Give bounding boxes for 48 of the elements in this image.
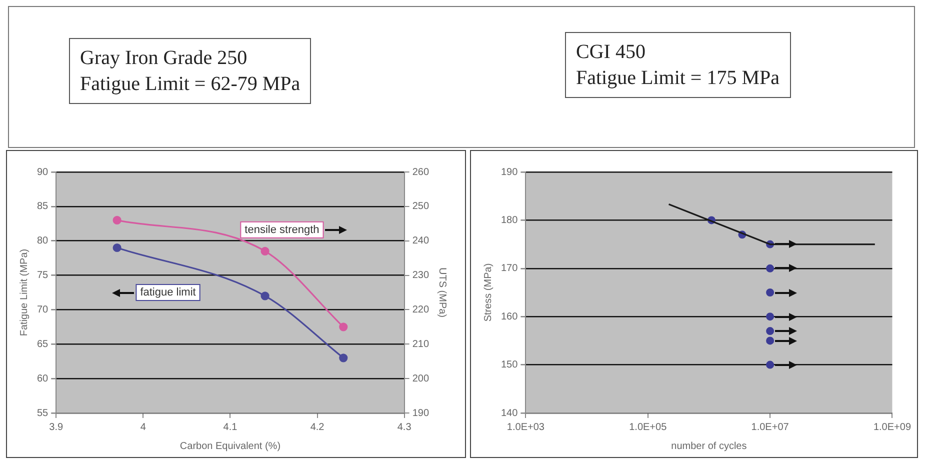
y-tick-label: 150	[500, 360, 518, 371]
x-tick-label: 4.1	[223, 422, 238, 433]
y2-axis-title: UTS (MPa)	[436, 268, 448, 318]
y-tick-label: 70	[37, 304, 49, 316]
y-tick-label: 65	[37, 338, 49, 350]
x-tick-label: 1.0E+09	[873, 422, 912, 433]
y-axis-title: Fatigue Limit (MPa)	[18, 248, 30, 336]
x-axis-title: number of cycles	[671, 440, 747, 452]
y-tick-label: 190	[500, 166, 518, 178]
y2-tick-label: 210	[412, 338, 430, 350]
y-tick-label: 55	[37, 408, 49, 419]
chart-subtitle: Fatigue Limit = 62-79 MPa	[80, 72, 300, 97]
y-axis-title: Stress (MPa)	[482, 263, 494, 322]
y2-tick-label: 200	[412, 373, 430, 384]
y2-tick-label: 220	[412, 304, 430, 316]
point	[260, 292, 270, 300]
y2-tick-label: 230	[412, 270, 430, 282]
y-tick-label: 75	[37, 270, 49, 282]
point	[260, 246, 270, 256]
point	[112, 243, 122, 252]
y-tick-label: 90	[37, 166, 49, 178]
point	[339, 354, 348, 362]
series-label: tensile strength	[244, 224, 320, 236]
x-tick-label: 4.2	[310, 422, 325, 433]
point	[339, 322, 348, 332]
chart-subtitle: Fatigue Limit = 175 MPa	[576, 66, 780, 91]
y-tick-label: 180	[500, 214, 518, 226]
y-tick-label: 160	[500, 311, 518, 322]
x-axis-title: Carbon Equivalent (%)	[180, 440, 281, 452]
series-label: fatigue limit	[140, 286, 196, 299]
chart-title: CGI 450	[576, 40, 646, 65]
x-tick-label: 4.3	[397, 422, 412, 433]
point	[112, 216, 122, 224]
x-tick-label: 1.0E+03	[506, 422, 545, 433]
x-tick-label: 1.0E+05	[629, 422, 668, 433]
y-tick-label: 85	[37, 201, 49, 212]
y-tick-label: 60	[37, 373, 49, 384]
y-tick-label: 140	[500, 408, 518, 419]
x-tick-label: 1.0E+07	[751, 422, 790, 433]
y2-tick-label: 260	[412, 166, 430, 178]
chart-title: Gray Iron Grade 250	[80, 46, 248, 71]
y2-tick-label: 250	[412, 201, 430, 212]
x-tick-label: 3.9	[49, 422, 64, 433]
y2-tick-label: 240	[412, 236, 430, 247]
x-tick-label: 4	[140, 422, 146, 433]
y-tick-label: 80	[37, 236, 49, 247]
y-tick-label: 170	[500, 263, 518, 274]
y2-tick-label: 190	[412, 408, 430, 419]
